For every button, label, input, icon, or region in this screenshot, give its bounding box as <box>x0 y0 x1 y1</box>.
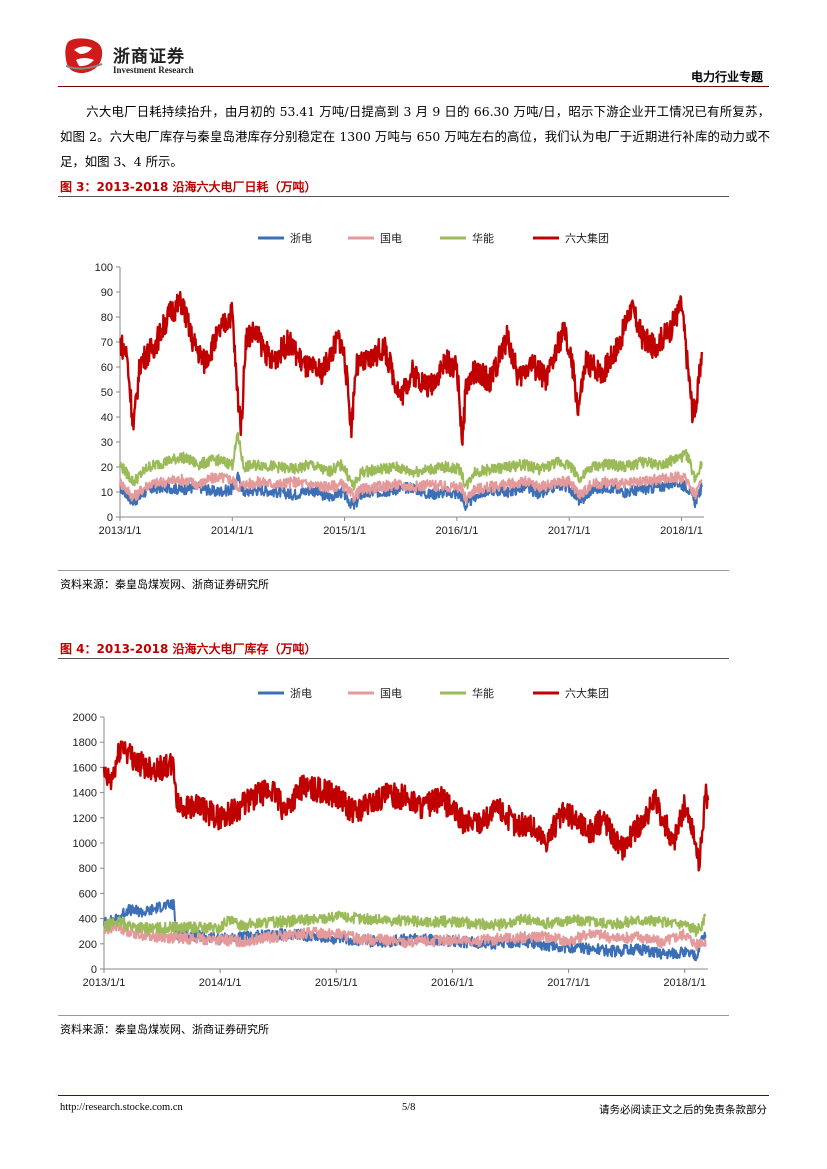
series-line-华能 <box>119 431 703 491</box>
series-line-六大集团 <box>119 290 703 446</box>
x-tick-label: 2013/1/1 <box>83 977 126 989</box>
footer-divider <box>58 1095 769 1096</box>
body-paragraph: 六大电厂日耗持续抬升，由月初的 53.41 万吨/日提高到 3 月 9 日的 6… <box>60 99 770 174</box>
x-tick-label: 2017/1/1 <box>548 525 591 537</box>
figure-3-top-rule <box>58 196 729 197</box>
y-tick-label: 70 <box>101 337 113 349</box>
y-tick-label: 600 <box>79 888 97 900</box>
y-tick-label: 1600 <box>73 762 97 774</box>
x-tick-label: 2015/1/1 <box>315 977 358 989</box>
x-tick-label: 2014/1/1 <box>199 977 242 989</box>
y-tick-label: 0 <box>91 964 97 976</box>
legend-label: 华能 <box>472 231 494 245</box>
y-tick-label: 20 <box>101 462 113 474</box>
figure-4-title: 图 4：2013-2018 沿海六大电厂库存（万吨） <box>60 642 317 656</box>
x-tick-label: 2016/1/1 <box>436 525 479 537</box>
legend-label: 六大集团 <box>565 231 609 245</box>
figure-4-source: 资料来源：秦皇岛煤炭网、浙商证券研究所 <box>60 1023 269 1036</box>
y-tick-label: 800 <box>79 863 97 875</box>
legend-label: 国电 <box>380 687 402 700</box>
header-divider <box>58 86 769 87</box>
legend-label: 浙电 <box>290 232 312 245</box>
x-tick-label: 2017/1/1 <box>547 977 590 989</box>
figure-3-source: 资料来源：秦皇岛煤炭网、浙商证券研究所 <box>60 578 269 591</box>
series-line-华能 <box>103 910 707 937</box>
report-type: 电力行业专题 <box>690 70 763 84</box>
legend-label: 浙电 <box>290 687 312 700</box>
y-tick-label: 1000 <box>73 838 97 850</box>
y-tick-label: 100 <box>95 262 113 274</box>
y-tick-label: 30 <box>101 437 113 449</box>
paragraph-text: 六大电厂日耗持续抬升，由月初的 53.41 万吨/日提高到 3 月 9 日的 6… <box>60 104 770 169</box>
y-tick-label: 1800 <box>73 737 97 749</box>
chart-daily-consumption: 浙电 国电 华能 六大集团 0 10 20 30 40 50 60 70 80 90 100 2013/1/1… <box>95 231 704 537</box>
y-tick-label: 50 <box>101 387 113 399</box>
page-number: 5/8 <box>402 1102 416 1113</box>
y-tick-label: 60 <box>101 362 113 374</box>
figure-4-top-rule <box>58 658 729 659</box>
logo-mark <box>65 38 103 74</box>
figure-4-bottom-rule <box>58 1015 729 1016</box>
y-tick-label: 200 <box>79 939 97 951</box>
y-tick-label: 2000 <box>73 712 97 724</box>
brand-name: 浙商证券 <box>113 47 185 67</box>
brand-subtitle: Investment Research <box>113 65 194 75</box>
series-line-六大集团 <box>102 740 710 872</box>
y-tick-label: 90 <box>101 287 113 299</box>
x-tick-label: 2015/1/1 <box>323 525 366 537</box>
y-tick-label: 1200 <box>73 813 97 825</box>
company-logo <box>65 38 103 74</box>
y-tick-label: 80 <box>101 312 113 324</box>
footer-url[interactable]: http://research.stocke.com.cn <box>60 1102 183 1113</box>
x-tick-label: 2014/1/1 <box>211 525 254 537</box>
series-line-国电 <box>103 920 707 951</box>
x-tick-label: 2018/1/1 <box>660 525 703 537</box>
legend-label: 国电 <box>380 232 402 245</box>
y-tick-label: 0 <box>107 512 113 524</box>
y-tick-label: 400 <box>79 914 97 926</box>
chart-inventory: 浙电 国电 华能 六大集团 0 200 400 600 800 1000 1200 1400 1600 1… <box>73 686 710 989</box>
series-line-国电 <box>119 471 703 505</box>
figure-3-bottom-rule <box>58 570 729 571</box>
x-tick-label: 2013/1/1 <box>99 525 142 537</box>
legend-label: 六大集团 <box>565 686 609 700</box>
y-tick-label: 40 <box>101 412 113 424</box>
y-tick-label: 1400 <box>73 788 97 800</box>
y-tick-label: 10 <box>101 487 113 499</box>
footer-disclaimer: 请务必阅读正文之后的免责条款部分 <box>599 1104 767 1116</box>
figure-3-title: 图 3：2013-2018 沿海六大电厂日耗（万吨） <box>60 180 317 194</box>
legend-label: 华能 <box>472 686 494 700</box>
x-tick-label: 2016/1/1 <box>431 977 474 989</box>
x-tick-label: 2018/1/1 <box>663 977 706 989</box>
